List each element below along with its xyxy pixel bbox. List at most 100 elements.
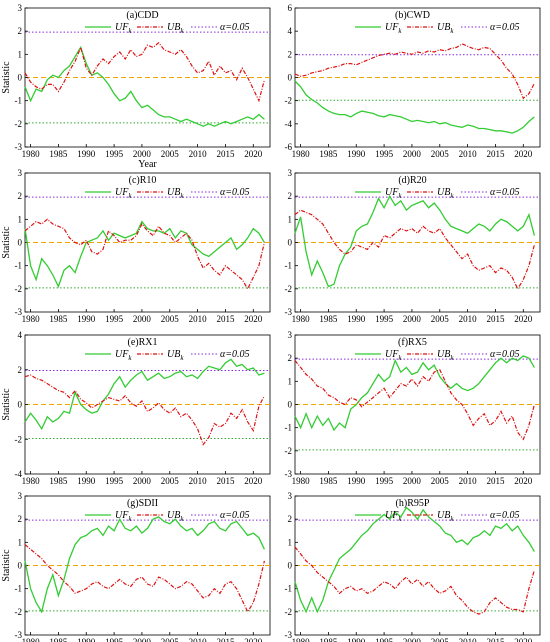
legend-uf-label: UFk [385, 510, 402, 523]
legend-uf-label: UFk [115, 22, 132, 35]
legend-ub-label-sub: k [450, 27, 454, 35]
x-tick-label: 2010 [189, 476, 208, 486]
y-tick-label: 1 [18, 537, 23, 547]
y-tick-label: 0 [18, 561, 23, 571]
x-tick-label: 2015 [216, 476, 235, 486]
uf-series-line [294, 194, 536, 288]
x-tick-label: 1990 [77, 149, 96, 159]
legend-ub-label-sub: k [180, 192, 184, 200]
y-tick-label: 2 [288, 353, 293, 363]
legend-alpha-label: α=0.05 [490, 22, 520, 33]
panel-7: -3 -2 -1 0 1 2 3 1980 1985 1990 1995 2000 2005 2010 20… [285, 491, 541, 642]
panel-3: -3 -2 -1 0 1 2 3 1980 1985 1990 1995 2000 2005 2010 20… [285, 168, 541, 324]
y-tick-label: -2 [15, 607, 23, 617]
y-tick-label: -2 [15, 434, 23, 444]
x-tick-label: 1980 [22, 149, 41, 159]
x-tick-label: 1985 [49, 314, 68, 324]
x-tick-label: 2015 [216, 637, 235, 642]
x-tick-label: 2005 [431, 314, 450, 324]
x-tick-label: 2010 [189, 149, 208, 159]
legend-alpha-label: α=0.05 [220, 510, 250, 521]
y-tick-label: 0 [288, 238, 293, 248]
panel-4: -4 -2 0 2 4 1980 1985 1990 1995 2000 2005 2010 2015 2… [1, 330, 271, 486]
x-tick-label: 2000 [133, 637, 152, 642]
legend-ub-label-sub: k [180, 27, 184, 35]
uf-series-line [24, 45, 265, 127]
legend-ub-label: UBk [437, 22, 454, 35]
x-tick-label: 1995 [375, 149, 394, 159]
legend: UFk UBk α=0.05 [85, 187, 250, 200]
y-tick-label: -3 [285, 630, 293, 640]
legend: UFk UBk α=0.05 [85, 349, 250, 362]
x-tick-label: 2000 [403, 476, 422, 486]
legend: UFk UBk α=0.05 [355, 349, 520, 362]
y-tick-label: 1 [18, 49, 23, 59]
y-tick-label: 3 [18, 3, 23, 13]
x-tick-label: 2010 [459, 637, 478, 642]
panel-title: (e)RX1 [128, 337, 158, 348]
legend-uf-label-sub: k [128, 27, 132, 35]
y-tick-label: -1 [15, 96, 23, 106]
y-tick-label: 4 [18, 330, 23, 340]
x-tick-label: 1995 [375, 476, 394, 486]
x-tick-label: 1990 [347, 637, 366, 642]
panel-6: -3 -2 -1 0 1 2 3 1980 1985 1990 1995 2000 2005 2010 20… [1, 491, 271, 642]
ub-series-line [24, 374, 265, 446]
legend-ub-label: UBk [167, 22, 184, 35]
x-tick-label: 2015 [486, 637, 505, 642]
ub-series-line [294, 43, 535, 100]
legend-uf-label-sub: k [398, 354, 402, 362]
y-tick-label: 2 [18, 365, 23, 375]
x-tick-label: 2010 [459, 476, 478, 486]
x-tick-label: 1980 [292, 637, 311, 642]
x-tick-label: 1985 [319, 637, 338, 642]
y-tick-label: 0 [18, 73, 23, 83]
x-tick-label: 2020 [514, 149, 533, 159]
x-tick-label: 2020 [514, 314, 533, 324]
x-tick-label: 1985 [49, 637, 68, 642]
x-tick-label: 2005 [431, 149, 450, 159]
ub-series-line [24, 218, 265, 291]
panel-title: (h)R95P [396, 498, 430, 509]
x-tick-label: 2015 [486, 476, 505, 486]
y-tick-label: -6 [285, 142, 293, 152]
y-tick-label: -3 [15, 142, 23, 152]
legend-uf-label-main: UF [115, 22, 129, 33]
x-tick-label: 2020 [244, 314, 263, 324]
legend-uf-label-sub: k [398, 515, 402, 523]
panel-1: -6 -4 -2 0 2 4 6 1980 1985 1990 1995 2000 2005 2010 20… [285, 3, 541, 159]
y-tick-label: 0 [288, 561, 293, 571]
legend-ub-label-main: UB [167, 510, 180, 521]
legend-uf-label-sub: k [128, 354, 132, 362]
legend-ub-label-main: UB [437, 510, 450, 521]
y-tick-label: 1 [288, 376, 293, 386]
panel-title: (d)R20 [398, 175, 426, 186]
legend-ub-label-sub: k [450, 515, 454, 523]
x-tick-label: 1980 [22, 314, 41, 324]
y-tick-label: -2 [285, 607, 293, 617]
legend-ub-label: UBk [167, 349, 184, 362]
y-tick-label: 4 [288, 26, 293, 36]
uf-series-line [294, 506, 535, 614]
y-tick-label: -1 [15, 261, 23, 271]
legend-ub-label-main: UB [437, 349, 450, 360]
x-tick-label: 1985 [49, 149, 68, 159]
x-tick-label: 1980 [22, 476, 41, 486]
x-tick-label: 2010 [189, 314, 208, 324]
legend-alpha-label: α=0.05 [220, 349, 250, 360]
x-tick-label: 2020 [514, 476, 533, 486]
y-tick-label: 1 [288, 214, 293, 224]
x-tick-label: 2000 [133, 476, 152, 486]
legend-ub-label-sub: k [450, 192, 454, 200]
x-tick-label: 2020 [244, 637, 263, 642]
x-tick-label: 1985 [319, 314, 338, 324]
legend-uf-label-main: UF [385, 349, 399, 360]
y-tick-label: 2 [288, 514, 293, 524]
y-tick-label: 0 [18, 400, 23, 410]
y-tick-label: -3 [15, 307, 23, 317]
legend-uf-label-sub: k [128, 515, 132, 523]
legend: UFk UBk α=0.05 [85, 22, 250, 35]
y-tick-label: 3 [18, 491, 23, 501]
legend-ub-label-main: UB [437, 187, 450, 198]
